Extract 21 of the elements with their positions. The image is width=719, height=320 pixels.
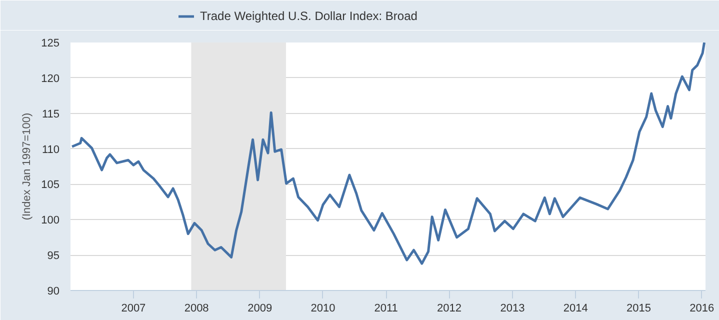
x-tick-label: 2011: [374, 302, 398, 314]
legend-label: Trade Weighted U.S. Dollar Index: Broad: [200, 9, 418, 23]
y-tick-label: 90: [47, 286, 60, 298]
y-tick-label: 100: [41, 214, 60, 227]
y-tick-label: 110: [42, 144, 60, 156]
x-tick-label: 2015: [626, 302, 651, 314]
x-tick-label: 2016: [690, 302, 714, 314]
x-tick-label: 2014: [563, 302, 588, 314]
line-series: [70, 42, 706, 265]
y-tick-label: 120: [41, 72, 60, 85]
x-tick-label: 2010: [310, 302, 336, 314]
x-tick-label: 2009: [248, 302, 272, 314]
y-tick-label: 95: [47, 250, 60, 262]
y-tick-label: 115: [42, 108, 60, 120]
y-tick-label: 105: [41, 179, 60, 192]
x-tick-label: 2007: [121, 302, 146, 314]
x-tick-label: 2012: [436, 302, 462, 314]
x-tick-label: 2008: [184, 302, 209, 314]
y-axis-title: (Index Jan 1997=100): [21, 112, 34, 220]
y-tick-label: 125: [41, 38, 60, 50]
x-tick-label: 2013: [500, 302, 525, 314]
